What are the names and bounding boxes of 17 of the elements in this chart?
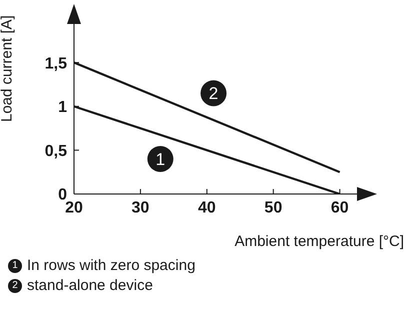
y-tick-label: 0,5 (44, 142, 68, 160)
text: 2 (12, 280, 18, 291)
y-axis-title: Load current [A] (0, 15, 16, 122)
y-tick-label: 1,5 (44, 55, 68, 72)
annotation: 1 (156, 150, 166, 169)
annotation: 2 (208, 84, 218, 104)
x-axis-title: Ambient temperature [°C] (234, 233, 404, 250)
x-tick-label: 40 (198, 199, 216, 216)
x-tick-label: 60 (330, 199, 349, 216)
x-tick-label: 20 (65, 199, 83, 216)
text: 1 (12, 260, 18, 271)
x-tick-label: 50 (264, 199, 282, 216)
legend-label: In rows with zero spacing (27, 256, 196, 276)
y-tick-label: 1 (58, 99, 68, 116)
x-tick-label: 30 (132, 199, 150, 216)
y-tick-label: 0 (58, 186, 68, 204)
legend-label: stand-alone device (27, 276, 153, 296)
